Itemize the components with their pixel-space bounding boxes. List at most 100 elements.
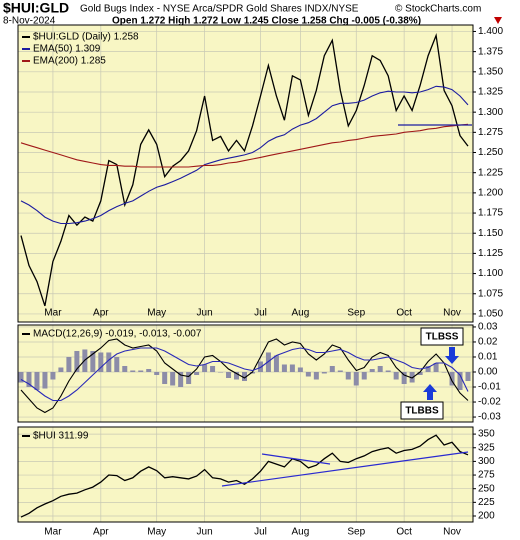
x-tick-label: Jul: [254, 308, 267, 319]
y-tick-label: 350: [478, 429, 495, 440]
arrow: [423, 384, 437, 400]
histogram-bar: [361, 371, 367, 380]
histogram-bar: [186, 371, 192, 385]
x-tick-label: Nov: [443, 527, 461, 538]
x-tick-label: Apr: [93, 527, 109, 538]
y-tick-label: 275: [478, 470, 495, 481]
histogram-bar: [138, 370, 144, 372]
series-line: [20, 32, 469, 307]
y-tick-label: 1.250: [478, 147, 503, 158]
histogram-bar: [210, 365, 216, 372]
histogram-bar: [377, 365, 383, 372]
x-tick-label: Oct: [396, 527, 412, 538]
histogram-bar: [234, 371, 240, 380]
panel-title: MACD(12,26,9) -0.019, -0.013, -0.007: [33, 329, 202, 340]
y-tick-label: 0.03: [478, 322, 498, 333]
legend-label: EMA(50) 1.309: [33, 44, 101, 55]
y-tick-label: 1.150: [478, 228, 503, 239]
histogram-bar: [289, 364, 295, 372]
y-tick-label: -0.01: [478, 382, 501, 393]
plot-frame: [17, 324, 474, 423]
y-tick-label: 1.225: [478, 167, 503, 178]
histogram-bar: [337, 370, 343, 372]
series-line: [20, 338, 469, 414]
quote: Open 1.272 High 1.272 Low 1.245 Close 1.…: [112, 16, 421, 27]
y-tick-label: 1.400: [478, 26, 503, 37]
y-tick-label: 1.125: [478, 248, 503, 259]
histogram-bar: [50, 371, 56, 380]
annotation: TLBSS: [426, 332, 459, 343]
y-tick-label: 1.100: [478, 268, 503, 279]
histogram-bar: [313, 371, 319, 380]
series-line: [20, 347, 469, 402]
histogram-bar: [226, 371, 232, 379]
y-tick-label: 1.325: [478, 87, 503, 98]
y-tick-label: -0.02: [478, 397, 501, 408]
histogram-bar: [369, 368, 375, 372]
histogram-bar: [257, 361, 263, 372]
x-tick-label: Aug: [291, 527, 309, 538]
histogram-bar: [393, 371, 399, 380]
histogram-bar: [122, 365, 128, 372]
y-tick-label: 300: [478, 456, 495, 467]
x-tick-label: May: [147, 308, 166, 319]
histogram-bar: [249, 371, 255, 374]
histogram-bar: [34, 371, 40, 391]
x-tick-label: Jul: [254, 527, 267, 538]
histogram-bar: [218, 371, 224, 373]
legend-label: $HUI:GLD (Daily) 1.258: [33, 32, 139, 43]
x-tick-label: Apr: [93, 308, 109, 319]
series-line: [20, 85, 469, 225]
histogram-bar: [98, 352, 104, 372]
y-tick-label: 1.350: [478, 66, 503, 77]
plot-frame: [17, 24, 474, 323]
x-tick-label: Oct: [396, 308, 412, 319]
histogram-bar: [273, 355, 279, 372]
x-tick-label: Mar: [44, 527, 62, 538]
histogram-bar: [90, 350, 96, 372]
y-tick-label: 1.300: [478, 107, 503, 118]
histogram-bar: [409, 371, 415, 383]
histogram-bar: [465, 371, 471, 382]
y-tick-label: 0.00: [478, 367, 498, 378]
histogram-bar: [305, 371, 311, 377]
panels: 1.050 1.075 1.100 1.125 1.150 1.175 1.200 1.225…: [17, 24, 503, 538]
histogram-bar: [441, 371, 447, 373]
annotation: TLBBS: [405, 406, 439, 417]
histogram-bar: [26, 371, 32, 388]
plot-frame: [17, 426, 474, 523]
legend-label: EMA(200) 1.285: [33, 56, 106, 67]
histogram-bar: [321, 371, 327, 374]
date: 8-Nov-2024: [3, 16, 56, 27]
x-tick-label: Nov: [443, 308, 461, 319]
histogram-bar: [154, 371, 160, 376]
histogram-bar: [194, 371, 200, 376]
y-tick-label: 200: [478, 511, 495, 522]
y-tick-label: 325: [478, 442, 495, 453]
histogram-bar: [106, 352, 112, 372]
histogram-bar: [66, 356, 72, 372]
histogram-bar: [18, 371, 24, 383]
histogram-bar: [345, 371, 351, 380]
histogram-bar: [401, 371, 407, 385]
histogram-bar: [433, 362, 439, 372]
trend-line: [221, 451, 469, 487]
histogram-bar: [449, 371, 455, 386]
histogram-bar: [130, 370, 136, 372]
series-line: [20, 434, 469, 518]
y-tick-label: 0.02: [478, 337, 498, 348]
histogram-bar: [353, 371, 359, 386]
panel-title: $HUI 311.99: [33, 431, 89, 442]
x-tick-label: May: [147, 527, 166, 538]
annotation-box: [400, 401, 444, 420]
y-tick-label: 0.01: [478, 352, 498, 363]
trend-line: [261, 453, 331, 465]
histogram-bar: [417, 371, 423, 376]
annotation-box: [420, 327, 464, 346]
histogram-bar: [202, 364, 208, 372]
x-tick-label: Sep: [347, 308, 365, 319]
y-tick-label: 1.175: [478, 208, 503, 219]
subtitle: Gold Bugs Index - NYSE Arca/SPDR Gold Sh…: [80, 4, 359, 15]
